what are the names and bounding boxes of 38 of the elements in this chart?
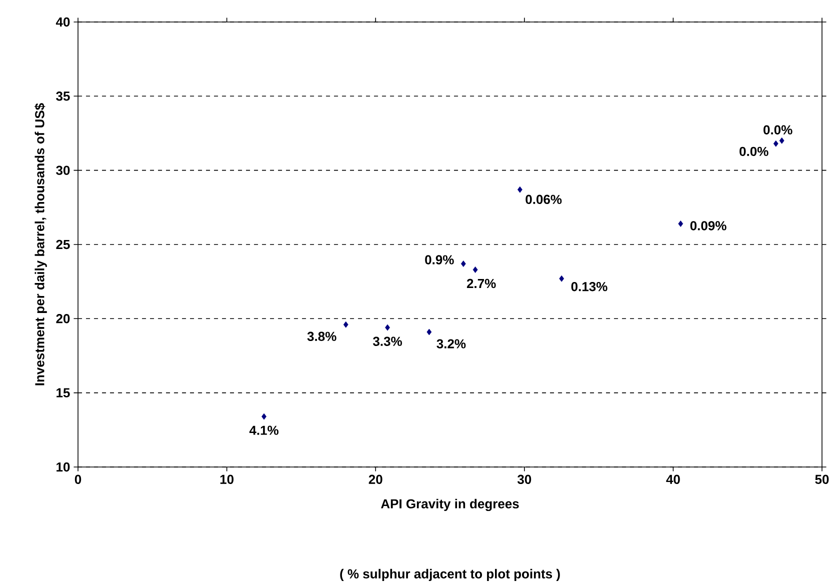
x-axis-title: API Gravity in degrees xyxy=(380,498,519,512)
y-tick-label: 15 xyxy=(56,388,70,398)
x-tick-label: 10 xyxy=(220,474,234,484)
point xyxy=(678,220,684,227)
x-tick-label: 40 xyxy=(666,474,680,484)
point xyxy=(385,324,390,331)
y-tick-label: 35 xyxy=(56,92,70,101)
annotation: 3.8% xyxy=(307,332,336,342)
annotation: 0.06% xyxy=(526,194,562,204)
point xyxy=(343,321,348,328)
point xyxy=(460,260,466,267)
y-tick-label: 25 xyxy=(56,240,70,250)
annotation: 0.0% xyxy=(740,146,768,156)
point xyxy=(779,137,784,144)
annotation: 0.09% xyxy=(690,221,726,230)
x-tick-label: 50 xyxy=(815,474,829,484)
y-tick-label: 20 xyxy=(56,314,70,324)
y-tick-label: 10 xyxy=(56,462,70,472)
point xyxy=(773,140,778,147)
point xyxy=(472,266,478,273)
point xyxy=(517,186,522,193)
point xyxy=(262,413,266,420)
y-tick-label: 30 xyxy=(56,166,70,175)
annotation: 0.9% xyxy=(425,255,454,264)
point xyxy=(426,328,432,336)
text: ( % sulphur adjacent to plot points ) xyxy=(340,568,560,582)
y-axis-title: Investment per daily barrel, thousands of US$ xyxy=(34,103,47,386)
annotation: 3.2% xyxy=(436,339,466,348)
y-tick-label: 40 xyxy=(56,17,70,27)
annotation: 0.0% xyxy=(764,125,792,134)
x-tick-label: 0 xyxy=(74,474,82,484)
x-tick-label: 20 xyxy=(368,474,382,484)
annotation: 2.7% xyxy=(466,278,496,288)
point xyxy=(559,275,564,282)
annotation: 4.1% xyxy=(249,426,278,435)
annotation: 0.13% xyxy=(571,282,608,292)
x-tick-label: 30 xyxy=(517,474,532,484)
annotation: 3.3% xyxy=(372,336,402,346)
